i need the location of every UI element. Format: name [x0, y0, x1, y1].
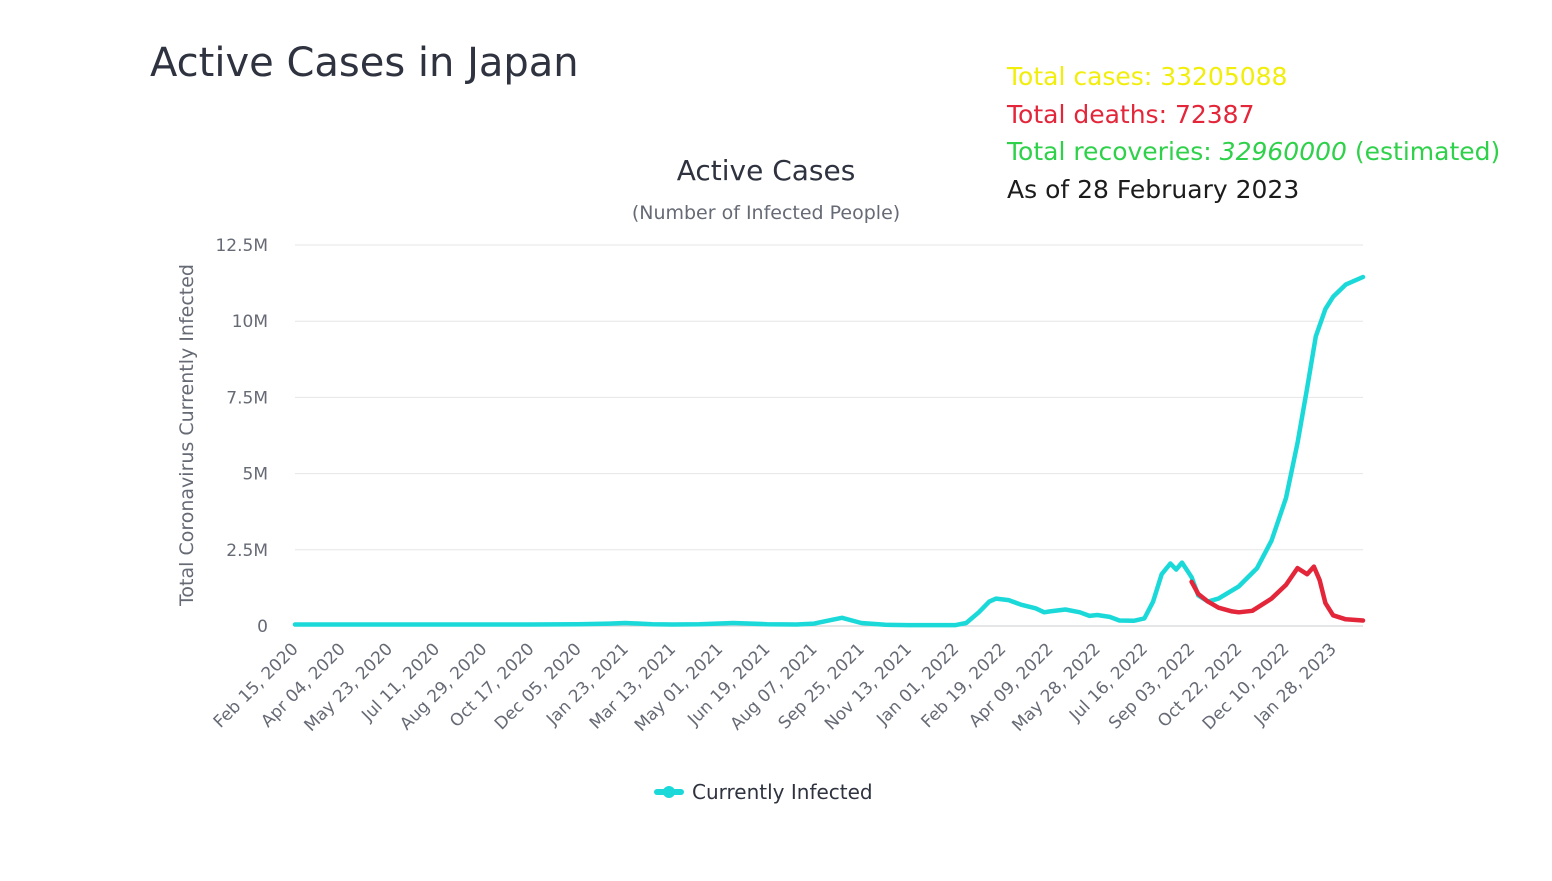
- legend[interactable]: Currently Infected: [654, 780, 873, 804]
- total-recoveries-line: Total recoveries: 32960000 (estimated): [1007, 133, 1500, 171]
- total-deaths-label: Total deaths:: [1007, 99, 1175, 129]
- total-deaths-value: 72387: [1174, 99, 1255, 129]
- series-group: [292, 274, 1366, 628]
- x-tick-label: Jan 28, 2023: [1250, 639, 1341, 730]
- series-line-red: [1189, 564, 1366, 623]
- chart-title: Active Cases: [677, 154, 856, 187]
- y-axis-ticks: 0 2.5M 5M 7.5M 10M 12.5M: [215, 236, 268, 637]
- series-line-currently-infected: [292, 274, 1366, 628]
- total-deaths-line: Total deaths: 72387: [1007, 96, 1500, 134]
- stats-panel: Total cases: 33205088 Total deaths: 7238…: [1007, 58, 1500, 208]
- gridlines: [295, 244, 1363, 627]
- y-tick-label: 0: [257, 617, 268, 637]
- y-tick-label: 2.5M: [226, 541, 268, 561]
- total-cases-label: Total cases:: [1007, 62, 1161, 91]
- y-tick-label: 7.5M: [226, 388, 268, 408]
- total-cases-line: Total cases: 33205088: [1007, 58, 1500, 96]
- total-cases-value: 33205088: [1160, 62, 1288, 91]
- page-title: Active Cases in Japan: [150, 40, 579, 86]
- y-tick-label: 10M: [232, 312, 268, 332]
- y-tick-label: 12.5M: [215, 236, 268, 256]
- as-of-date: As of 28 February 2023: [1007, 174, 1300, 204]
- total-recoveries-note: (estimated): [1346, 137, 1501, 166]
- y-axis-title: Total Coronavirus Currently Infected: [176, 264, 198, 607]
- legend-label-currently-infected[interactable]: Currently Infected: [692, 780, 873, 804]
- chart-subtitle: (Number of Infected People): [632, 202, 900, 224]
- legend-marker-currently-infected: [663, 786, 675, 798]
- total-recoveries-label: Total recoveries:: [1007, 137, 1220, 166]
- total-recoveries-value: 32960000: [1219, 137, 1347, 166]
- y-tick-label: 5M: [243, 465, 268, 485]
